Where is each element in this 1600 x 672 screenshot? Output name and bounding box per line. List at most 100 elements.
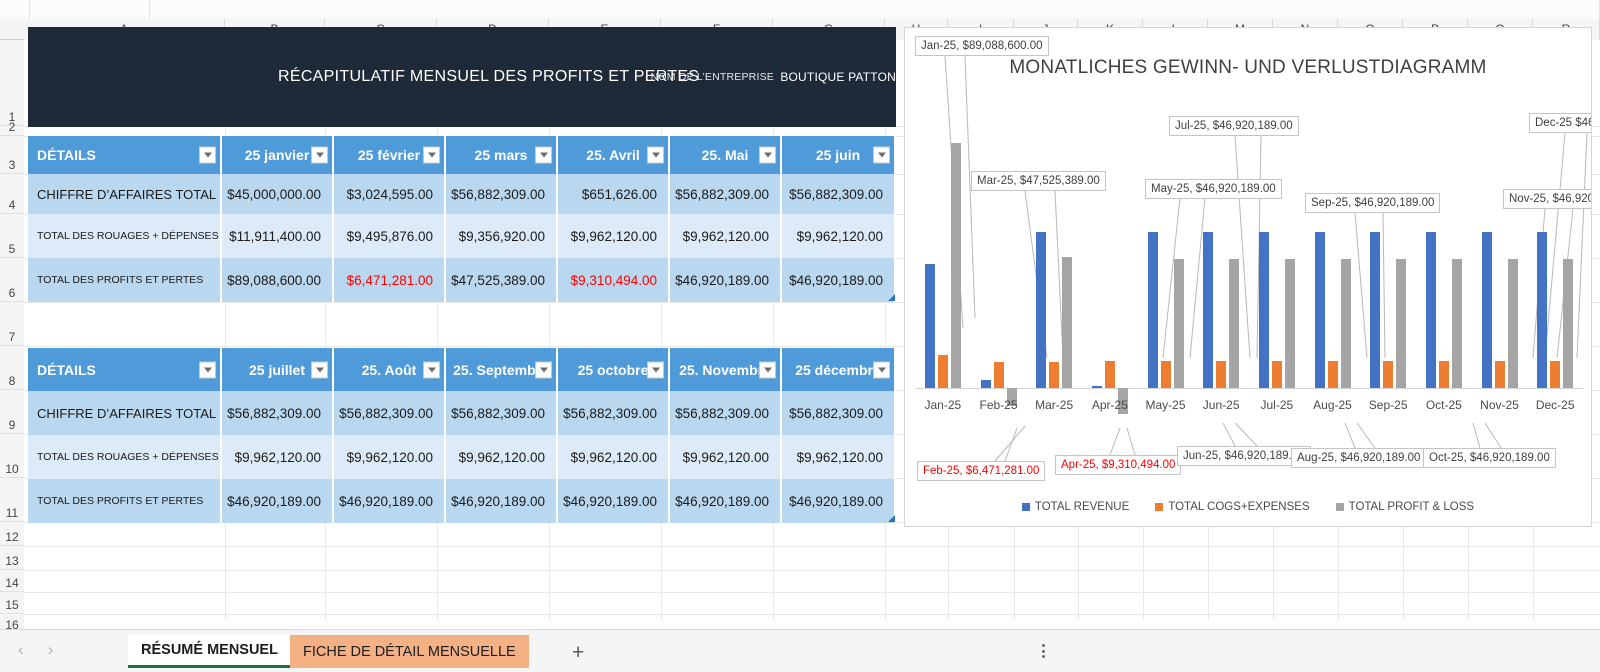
chart-bar bbox=[1438, 360, 1449, 388]
filter-dropdown-button[interactable] bbox=[873, 361, 890, 378]
row-header-8[interactable]: 8 bbox=[0, 346, 24, 390]
chart-data-label[interactable]: Aug-25, $46,920,189.00 bbox=[1291, 448, 1427, 468]
filter-dropdown-button[interactable] bbox=[199, 146, 216, 164]
chart-x-axis-label: Mar-25 bbox=[1035, 398, 1074, 412]
legend-item[interactable]: TOTAL PROFIT & LOSS bbox=[1335, 501, 1474, 513]
window-top-strip bbox=[0, 0, 1600, 19]
column-filter-header[interactable]: 25. Septembre bbox=[446, 348, 558, 391]
sheet-tab-resume-mensuel[interactable]: RÉSUMÉ MENSUEL bbox=[128, 635, 291, 668]
chart-data-label[interactable]: Sep-25, $46,920,189.00 bbox=[1305, 193, 1441, 213]
column-filter-header[interactable]: 25. Août bbox=[334, 348, 446, 391]
chart-legend[interactable]: TOTAL REVENUE TOTAL COGS+EXPENSES TOTAL PR… bbox=[905, 501, 1591, 513]
chart-bar bbox=[1425, 231, 1436, 388]
column-filter-header[interactable]: DÉTAILS bbox=[28, 136, 222, 174]
chart-x-axis-label: May-25 bbox=[1145, 398, 1186, 412]
table-resize-handle[interactable] bbox=[888, 515, 896, 523]
filter-dropdown-button[interactable] bbox=[199, 361, 216, 378]
sheet-tab-label: RÉSUMÉ MENSUEL bbox=[141, 642, 278, 658]
chart-data-label[interactable]: Oct-25, $46,920,189.00 bbox=[1423, 448, 1556, 468]
row-header-2[interactable]: 2 bbox=[0, 120, 24, 136]
column-header-label: 25 juillet bbox=[248, 361, 306, 378]
row-header-12[interactable]: 12 bbox=[0, 522, 24, 546]
profit-loss-chart[interactable]: MONATLICHES GEWINN- UND VERLUSTDIAGRAMM … bbox=[904, 27, 1592, 527]
value-cell: $9,962,120.00 bbox=[558, 435, 670, 479]
row-header-5[interactable]: 5 bbox=[0, 214, 24, 258]
chevron-left-icon[interactable]: ‹ bbox=[18, 640, 24, 659]
column-header-label: DÉTAILS bbox=[37, 147, 96, 163]
row-header-1[interactable]: 1 bbox=[0, 40, 24, 126]
column-filter-header[interactable]: 25 février bbox=[334, 136, 446, 174]
chart-data-label[interactable]: Jul-25, $46,920,189.00 bbox=[1169, 116, 1299, 136]
chart-data-label[interactable]: Jan-25, $89,088,600.00 bbox=[915, 36, 1049, 56]
top-strip-segment bbox=[150, 0, 1600, 19]
row-header-15[interactable]: 15 bbox=[0, 592, 24, 614]
chart-data-label[interactable]: Feb-25, $6,471,281.00 bbox=[917, 461, 1046, 481]
filter-dropdown-button[interactable] bbox=[759, 361, 776, 378]
row-header-11[interactable]: 11 bbox=[0, 478, 24, 522]
row-header-13[interactable]: 13 bbox=[0, 546, 24, 570]
row-header-14[interactable]: 14 bbox=[0, 570, 24, 592]
column-filter-header[interactable]: 25 décembre bbox=[782, 348, 896, 391]
add-sheet-button[interactable]: + bbox=[572, 641, 585, 664]
sheet-tab-fiche-detail[interactable]: FICHE DE DÉTAIL MENSUELLE bbox=[290, 635, 529, 668]
row-header-9[interactable]: 9 bbox=[0, 390, 24, 434]
column-filter-header[interactable]: 25. Avril bbox=[558, 136, 670, 174]
column-filter-header[interactable]: 25. Novembre bbox=[670, 348, 782, 391]
value-cell: $56,882,309.00 bbox=[782, 391, 896, 435]
table-row[interactable]: TOTAL DES PROFITS ET PERTES $46,920,189.0… bbox=[28, 479, 896, 523]
filter-dropdown-button[interactable] bbox=[535, 146, 552, 164]
filter-dropdown-button[interactable] bbox=[423, 361, 440, 378]
row-header-7[interactable]: 7 bbox=[0, 302, 24, 346]
row-label-cell: TOTAL DES ROUAGES + DÉPENSES bbox=[28, 214, 222, 258]
column-header-label: 25 mars bbox=[474, 147, 528, 163]
kebab-menu-icon[interactable] bbox=[1042, 644, 1045, 658]
table-row[interactable]: TOTAL DES ROUAGES + DÉPENSES $11,911,400.… bbox=[28, 214, 896, 258]
value-cell: $46,920,189.00 bbox=[222, 479, 334, 523]
column-filter-header[interactable]: 25 mars bbox=[446, 136, 558, 174]
legend-label: TOTAL REVENUE bbox=[1034, 501, 1130, 513]
filter-dropdown-button[interactable] bbox=[759, 146, 776, 164]
sheet-nav-arrows[interactable]: ‹ › bbox=[18, 640, 53, 660]
value-cell: $46,920,189.00 bbox=[670, 479, 782, 523]
table-resize-handle[interactable] bbox=[888, 294, 896, 302]
chart-bar bbox=[980, 379, 991, 388]
row-header-3[interactable]: 3 bbox=[0, 136, 24, 174]
row-header-6[interactable]: 6 bbox=[0, 258, 24, 302]
chart-data-label[interactable]: May-25, $46,920,189.00 bbox=[1145, 179, 1282, 199]
legend-color-swatch bbox=[1335, 503, 1344, 511]
value-cell: $9,310,494.00 bbox=[558, 258, 670, 302]
row-label-cell: CHIFFRE D’AFFAIRES TOTAL bbox=[28, 174, 222, 214]
column-filter-header[interactable]: 25 juin bbox=[782, 136, 896, 174]
filter-dropdown-button[interactable] bbox=[311, 146, 328, 164]
chart-data-label[interactable]: Dec-25 $46,920,189.00 bbox=[1529, 113, 1591, 133]
legend-item[interactable]: TOTAL REVENUE bbox=[1021, 501, 1130, 513]
column-filter-header[interactable]: DÉTAILS bbox=[28, 348, 222, 391]
legend-item[interactable]: TOTAL COGS+EXPENSES bbox=[1155, 501, 1310, 513]
chart-x-axis-label: Dec-25 bbox=[1535, 398, 1575, 412]
table-row[interactable]: CHIFFRE D’AFFAIRES TOTAL $45,000,000.00 $3… bbox=[28, 174, 896, 214]
filter-dropdown-button[interactable] bbox=[873, 146, 890, 164]
table-row[interactable]: TOTAL DES ROUAGES + DÉPENSES $9,962,120.0… bbox=[28, 435, 896, 479]
filter-dropdown-button[interactable] bbox=[647, 361, 664, 378]
chevron-right-icon[interactable]: › bbox=[47, 640, 54, 659]
table-row[interactable]: TOTAL DES PROFITS ET PERTES $89,088,600.0… bbox=[28, 258, 896, 302]
row-header-10[interactable]: 10 bbox=[0, 434, 24, 478]
column-filter-header[interactable]: 25 janvier bbox=[222, 136, 334, 174]
column-filter-header[interactable]: 25 juillet bbox=[222, 348, 334, 391]
filter-dropdown-button[interactable] bbox=[311, 361, 328, 378]
chart-data-label[interactable]: Jun-25, $46,920,189.00 bbox=[1177, 446, 1311, 466]
page-title: RÉCAPITULATIF MENSUEL DES PROFITS ET PER… bbox=[278, 68, 700, 85]
row-header-4[interactable]: 4 bbox=[0, 174, 24, 214]
filter-dropdown-button[interactable] bbox=[423, 146, 440, 164]
chart-data-label[interactable]: Apr-25, $9,310,494.00 bbox=[1055, 455, 1182, 475]
table-row[interactable]: CHIFFRE D’AFFAIRES TOTAL $56,882,309.00 $5… bbox=[28, 391, 896, 435]
filter-dropdown-button[interactable] bbox=[647, 146, 664, 164]
column-filter-header[interactable]: 25 octobre bbox=[558, 348, 670, 391]
column-filter-header[interactable]: 25. Mai bbox=[670, 136, 782, 174]
chart-data-label[interactable]: Mar-25, $47,525,389.00 bbox=[971, 171, 1106, 191]
table-header-row: DÉTAILS 25 juillet 25. Août 25. Septembre 25… bbox=[28, 348, 896, 391]
filter-dropdown-button[interactable] bbox=[535, 361, 552, 378]
legend-color-swatch bbox=[1021, 503, 1030, 511]
chart-data-label[interactable]: Nov-25, $46,920,189.00 bbox=[1503, 189, 1591, 209]
chart-bar bbox=[1507, 258, 1518, 388]
